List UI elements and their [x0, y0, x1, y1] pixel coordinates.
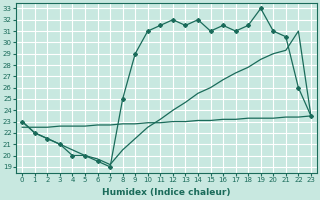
X-axis label: Humidex (Indice chaleur): Humidex (Indice chaleur)	[102, 188, 231, 197]
